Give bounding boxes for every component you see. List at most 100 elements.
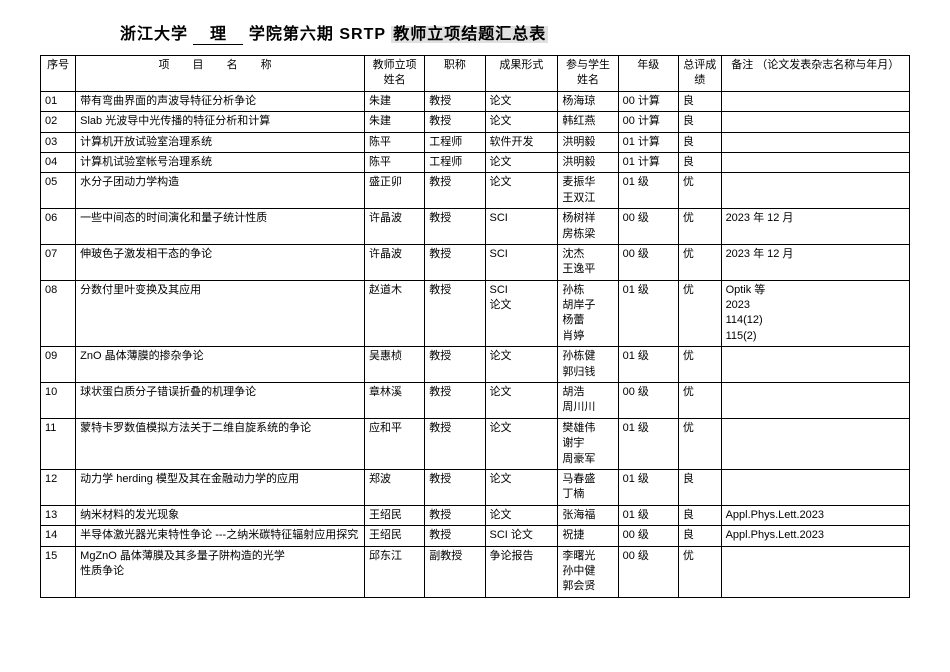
cell-teacher: 盛正卯 bbox=[364, 173, 424, 209]
cell-note bbox=[721, 173, 909, 209]
cell-teacher: 应和平 bbox=[364, 418, 424, 469]
cell-num: 02 bbox=[41, 112, 76, 132]
cell-eval: 良 bbox=[678, 132, 721, 152]
cell-eval: 良 bbox=[678, 112, 721, 132]
table-row: 05水分子团动力学构造盛正卯教授论文麦振华王双江01 级优 bbox=[41, 173, 910, 209]
cell-title2: 教授 bbox=[425, 383, 485, 419]
cell-student: 李曙光孙中健郭会贤 bbox=[558, 546, 618, 597]
cell-num: 11 bbox=[41, 418, 76, 469]
cell-form: 论文 bbox=[485, 173, 558, 209]
cell-title2: 工程师 bbox=[425, 152, 485, 172]
cell-student: 祝捷 bbox=[558, 526, 618, 546]
table-row: 01带有弯曲界面的声波导特征分析争论朱建教授论文杨海琼00 计算良 bbox=[41, 91, 910, 111]
cell-project: 动力学 herding 模型及其在金融动力学的应用 bbox=[76, 469, 365, 505]
cell-grade: 01 级 bbox=[618, 347, 678, 383]
cell-eval: 良 bbox=[678, 469, 721, 505]
cell-form: 论文 bbox=[485, 152, 558, 172]
cell-grade: 00 级 bbox=[618, 244, 678, 280]
cell-form: 论文 bbox=[485, 418, 558, 469]
cell-eval: 良 bbox=[678, 152, 721, 172]
cell-student: 胡浩周川川 bbox=[558, 383, 618, 419]
header-note: 备注 （论文发表杂志名称与年月） bbox=[721, 56, 909, 92]
cell-title2: 教授 bbox=[425, 112, 485, 132]
cell-title2: 教授 bbox=[425, 280, 485, 347]
cell-num: 05 bbox=[41, 173, 76, 209]
cell-teacher: 朱建 bbox=[364, 91, 424, 111]
header-form: 成果形式 bbox=[485, 56, 558, 92]
cell-student: 樊雄伟谢宇周豪军 bbox=[558, 418, 618, 469]
cell-student: 洪明毅 bbox=[558, 152, 618, 172]
cell-student: 沈杰王逸平 bbox=[558, 244, 618, 280]
cell-teacher: 王绍民 bbox=[364, 526, 424, 546]
cell-note bbox=[721, 418, 909, 469]
cell-student: 洪明毅 bbox=[558, 132, 618, 152]
cell-eval: 良 bbox=[678, 91, 721, 111]
cell-grade: 01 级 bbox=[618, 505, 678, 525]
cell-project: 分数付里叶变换及其应用 bbox=[76, 280, 365, 347]
table-row: 15MgZnO 晶体薄膜及其多量子阱构造的光学性质争论邱东江副教授争论报告李曙光… bbox=[41, 546, 910, 597]
cell-num: 06 bbox=[41, 209, 76, 245]
cell-num: 13 bbox=[41, 505, 76, 525]
cell-eval: 优 bbox=[678, 418, 721, 469]
cell-eval: 优 bbox=[678, 173, 721, 209]
title-mid: 学院第六期 SRTP bbox=[249, 26, 386, 43]
cell-student: 杨树祥房栋梁 bbox=[558, 209, 618, 245]
table-row: 04计算机试验室帐号治理系统陈平工程师论文洪明毅01 计算良 bbox=[41, 152, 910, 172]
cell-note bbox=[721, 347, 909, 383]
title-dept: 理 bbox=[193, 20, 243, 45]
cell-form: 论文 bbox=[485, 383, 558, 419]
cell-grade: 01 级 bbox=[618, 418, 678, 469]
cell-num: 12 bbox=[41, 469, 76, 505]
cell-student: 孙栋健郭归钱 bbox=[558, 347, 618, 383]
header-grade: 年级 bbox=[618, 56, 678, 92]
cell-teacher: 许晶波 bbox=[364, 209, 424, 245]
table-row: 11蒙特卡罗数值模拟方法关于二维自旋系统的争论应和平教授论文樊雄伟谢宇周豪军01… bbox=[41, 418, 910, 469]
cell-title2: 教授 bbox=[425, 91, 485, 111]
cell-project: Slab 光波导中光传播的特征分析和计算 bbox=[76, 112, 365, 132]
cell-title2: 教授 bbox=[425, 347, 485, 383]
title-highlight: 教师立项结题汇总表 bbox=[391, 26, 548, 43]
cell-note bbox=[721, 546, 909, 597]
cell-project: 半导体激光器光束特性争论 ---之纳米碳特征辐射应用探究 bbox=[76, 526, 365, 546]
cell-project: 带有弯曲界面的声波导特征分析争论 bbox=[76, 91, 365, 111]
cell-note bbox=[721, 152, 909, 172]
cell-eval: 良 bbox=[678, 526, 721, 546]
title-prefix: 浙江大学 bbox=[120, 26, 188, 43]
cell-note: 2023 年 12 月 bbox=[721, 244, 909, 280]
cell-project: MgZnO 晶体薄膜及其多量子阱构造的光学性质争论 bbox=[76, 546, 365, 597]
header-project: 项 目 名 称 bbox=[76, 56, 365, 92]
cell-note: Appl.Phys.Lett.2023 bbox=[721, 505, 909, 525]
cell-note bbox=[721, 383, 909, 419]
cell-project: 蒙特卡罗数值模拟方法关于二维自旋系统的争论 bbox=[76, 418, 365, 469]
cell-title2: 教授 bbox=[425, 469, 485, 505]
cell-form: SCI论文 bbox=[485, 280, 558, 347]
cell-student: 马春盛丁楠 bbox=[558, 469, 618, 505]
cell-num: 10 bbox=[41, 383, 76, 419]
cell-num: 08 bbox=[41, 280, 76, 347]
cell-grade: 01 级 bbox=[618, 173, 678, 209]
cell-teacher: 章林溪 bbox=[364, 383, 424, 419]
cell-teacher: 郑波 bbox=[364, 469, 424, 505]
table-row: 06一些中间态的时间演化和量子统计性质许晶波教授SCI杨树祥房栋梁00 级优20… bbox=[41, 209, 910, 245]
cell-form: SCI bbox=[485, 244, 558, 280]
cell-eval: 优 bbox=[678, 546, 721, 597]
cell-num: 01 bbox=[41, 91, 76, 111]
cell-grade: 01 计算 bbox=[618, 132, 678, 152]
cell-grade: 00 级 bbox=[618, 526, 678, 546]
cell-grade: 00 级 bbox=[618, 383, 678, 419]
page-title: 浙江大学 理 学院第六期 SRTP 教师立项结题汇总表 bbox=[120, 20, 910, 45]
table-header-row: 序号 项 目 名 称 教师立项姓名 职称 成果形式 参与学生姓名 年级 总评成绩… bbox=[41, 56, 910, 92]
cell-teacher: 王绍民 bbox=[364, 505, 424, 525]
cell-project: 计算机开放试验室治理系统 bbox=[76, 132, 365, 152]
cell-project: 球状蛋白质分子错误折叠的机理争论 bbox=[76, 383, 365, 419]
cell-project: 一些中间态的时间演化和量子统计性质 bbox=[76, 209, 365, 245]
table-row: 14半导体激光器光束特性争论 ---之纳米碳特征辐射应用探究王绍民教授SCI 论… bbox=[41, 526, 910, 546]
cell-num: 15 bbox=[41, 546, 76, 597]
cell-note bbox=[721, 469, 909, 505]
cell-grade: 01 级 bbox=[618, 280, 678, 347]
cell-title2: 教授 bbox=[425, 526, 485, 546]
cell-form: 论文 bbox=[485, 91, 558, 111]
cell-num: 09 bbox=[41, 347, 76, 383]
cell-form: 论文 bbox=[485, 505, 558, 525]
cell-note bbox=[721, 112, 909, 132]
